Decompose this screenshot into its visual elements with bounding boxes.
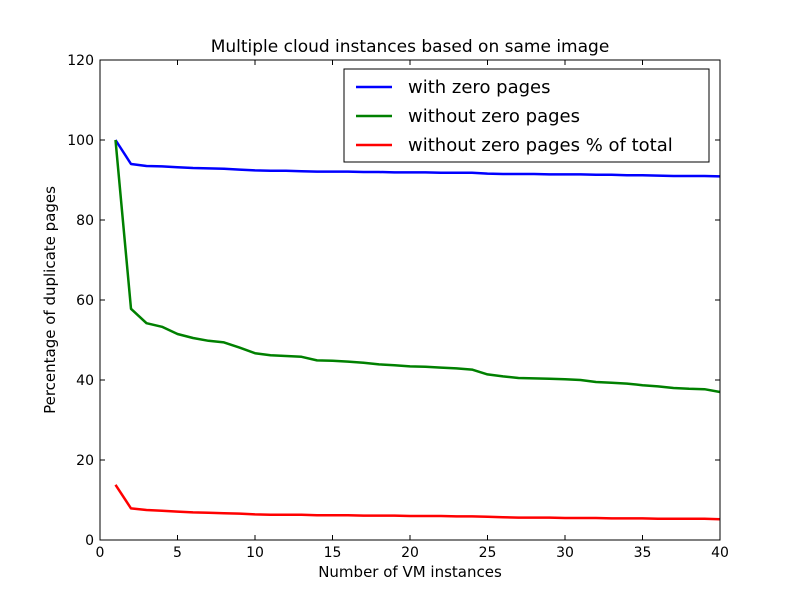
x-tick-label: 30 bbox=[556, 545, 574, 561]
ticks-layer: 0 5 10 15 20 25 30 35 40 0 20 40 60 80 100 120 bbox=[67, 53, 729, 561]
series-line-1 bbox=[114, 139, 721, 178]
y-tick-label: 120 bbox=[67, 53, 94, 69]
x-tick-label: 10 bbox=[246, 545, 264, 561]
series-line-2 bbox=[114, 139, 721, 394]
x-tick-label: 25 bbox=[479, 545, 497, 561]
legend-label-3: without zero pages % of total bbox=[408, 135, 673, 156]
series-line-3 bbox=[114, 484, 721, 521]
y-axis-label: Percentage of duplicate pages bbox=[41, 186, 59, 414]
x-tick-label: 20 bbox=[401, 545, 419, 561]
x-tick-label: 35 bbox=[634, 545, 652, 561]
chart-title: Multiple cloud instances based on same i… bbox=[211, 37, 610, 57]
x-tick-label: 0 bbox=[96, 545, 105, 561]
x-tick-label: 40 bbox=[711, 545, 729, 561]
legend-entries: with zero pages without zero pages without… bbox=[356, 77, 673, 156]
legend: with zero pages without zero pages without… bbox=[343, 68, 710, 163]
legend-label-2: without zero pages bbox=[408, 106, 580, 127]
y-tick-label: 100 bbox=[67, 133, 94, 149]
plot-area: 0 5 10 15 20 25 30 35 40 0 20 40 60 80 100 120 bbox=[67, 53, 729, 561]
y-tick-label: 40 bbox=[76, 373, 94, 389]
x-axis-label: Number of VM instances bbox=[318, 563, 502, 581]
y-tick-label: 80 bbox=[76, 213, 94, 229]
x-tick-label: 5 bbox=[173, 545, 182, 561]
axes-frame bbox=[99, 59, 721, 541]
y-tick-label: 0 bbox=[85, 533, 94, 549]
y-tick-label: 20 bbox=[76, 453, 94, 469]
legend-box bbox=[343, 68, 710, 163]
x-tick-label: 15 bbox=[324, 545, 342, 561]
legend-label-1: with zero pages bbox=[408, 77, 551, 98]
series-layer bbox=[114, 139, 721, 521]
y-tick-label: 60 bbox=[76, 293, 94, 309]
